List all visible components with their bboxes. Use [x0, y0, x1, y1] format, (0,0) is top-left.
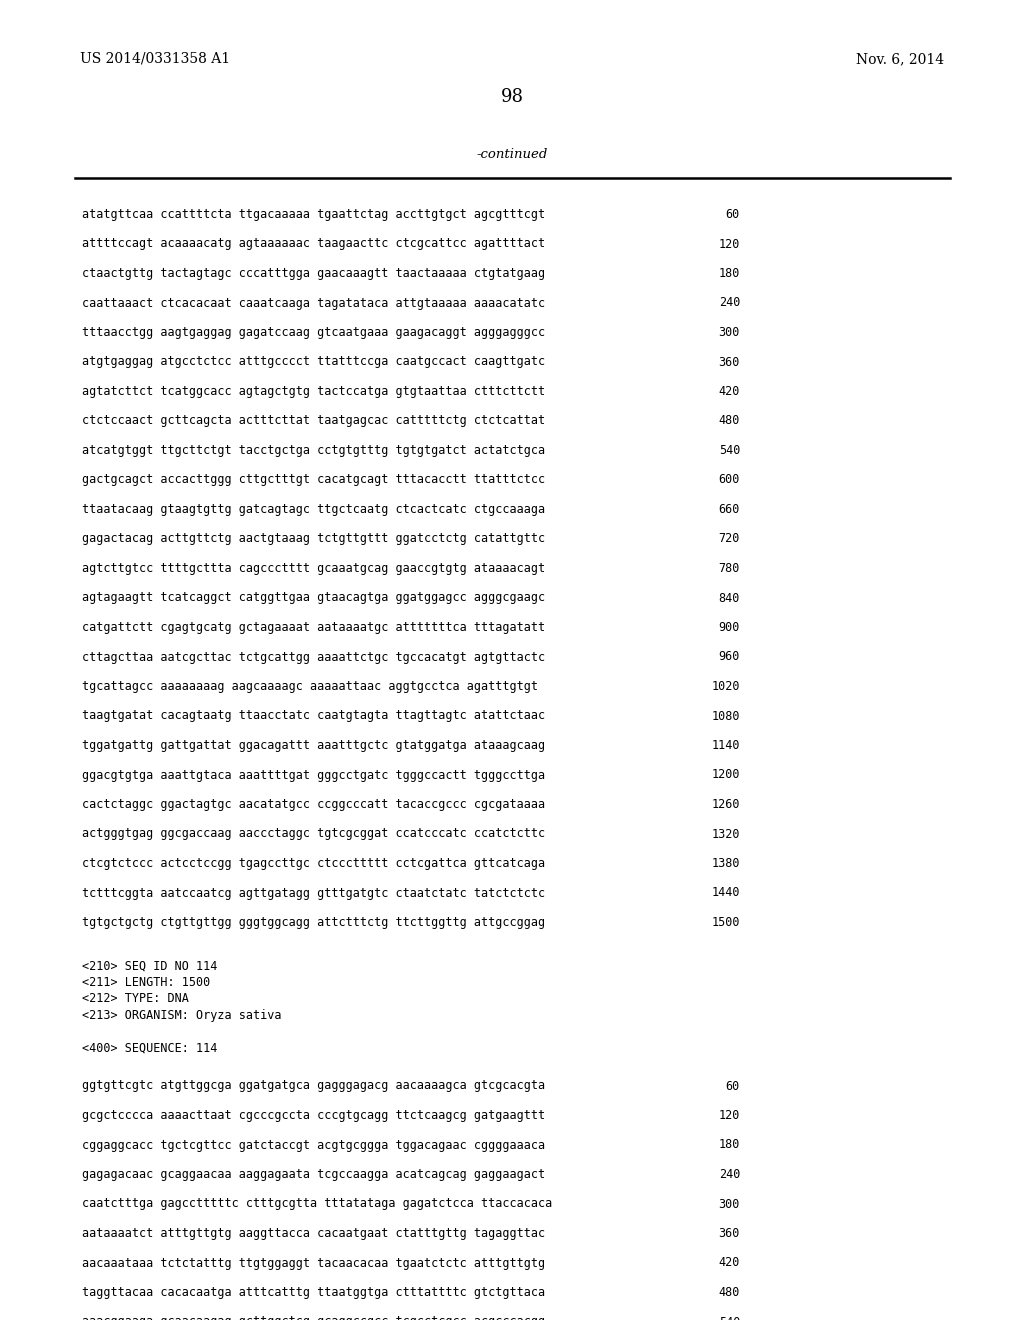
Text: agtatcttct tcatggcacc agtagctgtg tactccatga gtgtaattaa ctttcttctt: agtatcttct tcatggcacc agtagctgtg tactcca… [82, 385, 545, 399]
Text: ctctccaact gcttcagcta actttcttat taatgagcac catttttctg ctctcattat: ctctccaact gcttcagcta actttcttat taatgag… [82, 414, 545, 428]
Text: gagagacaac gcaggaacaa aaggagaata tcgccaagga acatcagcag gaggaagact: gagagacaac gcaggaacaa aaggagaata tcgccaa… [82, 1168, 545, 1181]
Text: 1140: 1140 [712, 739, 740, 752]
Text: 180: 180 [719, 1138, 740, 1151]
Text: taagtgatat cacagtaatg ttaacctatc caatgtagta ttagttagtc atattctaac: taagtgatat cacagtaatg ttaacctatc caatgta… [82, 710, 545, 722]
Text: atcatgtggt ttgcttctgt tacctgctga cctgtgtttg tgtgtgatct actatctgca: atcatgtggt ttgcttctgt tacctgctga cctgtgt… [82, 444, 545, 457]
Text: ctaactgttg tactagtagc cccatttgga gaacaaagtt taactaaaaa ctgtatgaag: ctaactgttg tactagtagc cccatttgga gaacaaa… [82, 267, 545, 280]
Text: ctcgtctccc actcctccgg tgagccttgc ctcccttttt cctcgattca gttcatcaga: ctcgtctccc actcctccgg tgagccttgc ctccctt… [82, 857, 545, 870]
Text: tgtgctgctg ctgttgttgg gggtggcagg attctttctg ttcttggttg attgccggag: tgtgctgctg ctgttgttgg gggtggcagg attcttt… [82, 916, 545, 929]
Text: <210> SEQ ID NO 114: <210> SEQ ID NO 114 [82, 960, 217, 973]
Text: 120: 120 [719, 238, 740, 251]
Text: 780: 780 [719, 562, 740, 576]
Text: 1260: 1260 [712, 799, 740, 810]
Text: -continued: -continued [476, 148, 548, 161]
Text: 540: 540 [719, 444, 740, 457]
Text: agtcttgtcc ttttgcttta cagccctttt gcaaatgcag gaaccgtgtg ataaaacagt: agtcttgtcc ttttgcttta cagccctttt gcaaatg… [82, 562, 545, 576]
Text: taggttacaa cacacaatga atttcatttg ttaatggtga ctttattttc gtctgttaca: taggttacaa cacacaatga atttcatttg ttaatgg… [82, 1286, 545, 1299]
Text: 600: 600 [719, 474, 740, 487]
Text: aataaaatct atttgttgtg aaggttacca cacaatgaat ctatttgttg tagaggttac: aataaaatct atttgttgtg aaggttacca cacaatg… [82, 1228, 545, 1239]
Text: 1380: 1380 [712, 857, 740, 870]
Text: actgggtgag ggcgaccaag aaccctaggc tgtcgcggat ccatcccatc ccatctcttc: actgggtgag ggcgaccaag aaccctaggc tgtcgcg… [82, 828, 545, 841]
Text: 1200: 1200 [712, 768, 740, 781]
Text: 1080: 1080 [712, 710, 740, 722]
Text: <211> LENGTH: 1500: <211> LENGTH: 1500 [82, 975, 210, 989]
Text: cggaggcacc tgctcgttcc gatctaccgt acgtgcggga tggacagaac cggggaaaca: cggaggcacc tgctcgttcc gatctaccgt acgtgcg… [82, 1138, 545, 1151]
Text: 420: 420 [719, 385, 740, 399]
Text: 1020: 1020 [712, 680, 740, 693]
Text: tgcattagcc aaaaaaaag aagcaaaagc aaaaattaac aggtgcctca agatttgtgt: tgcattagcc aaaaaaaag aagcaaaagc aaaaatta… [82, 680, 538, 693]
Text: cactctaggc ggactagtgc aacatatgcc ccggcccatt tacaccgccc cgcgataaaa: cactctaggc ggactagtgc aacatatgcc ccggccc… [82, 799, 545, 810]
Text: <212> TYPE: DNA: <212> TYPE: DNA [82, 993, 188, 1006]
Text: agtagaagtt tcatcaggct catggttgaa gtaacagtga ggatggagcc agggcgaagc: agtagaagtt tcatcaggct catggttgaa gtaacag… [82, 591, 545, 605]
Text: 1440: 1440 [712, 887, 740, 899]
Text: US 2014/0331358 A1: US 2014/0331358 A1 [80, 51, 230, 66]
Text: Nov. 6, 2014: Nov. 6, 2014 [856, 51, 944, 66]
Text: ggtgttcgtc atgttggcga ggatgatgca gagggagacg aacaaaagca gtcgcacgta: ggtgttcgtc atgttggcga ggatgatgca gagggag… [82, 1080, 545, 1093]
Text: 120: 120 [719, 1109, 740, 1122]
Text: 300: 300 [719, 326, 740, 339]
Text: 480: 480 [719, 1286, 740, 1299]
Text: 60: 60 [726, 1080, 740, 1093]
Text: attttccagt acaaaacatg agtaaaaaac taagaacttc ctcgcattcc agattttact: attttccagt acaaaacatg agtaaaaaac taagaac… [82, 238, 545, 251]
Text: 420: 420 [719, 1257, 740, 1270]
Text: cttagcttaa aatcgcttac tctgcattgg aaaattctgc tgccacatgt agtgttactc: cttagcttaa aatcgcttac tctgcattgg aaaattc… [82, 651, 545, 664]
Text: 900: 900 [719, 620, 740, 634]
Text: gcgctcccca aaaacttaat cgcccgccta cccgtgcagg ttctcaagcg gatgaagttt: gcgctcccca aaaacttaat cgcccgccta cccgtgc… [82, 1109, 545, 1122]
Text: 240: 240 [719, 297, 740, 309]
Text: 360: 360 [719, 1228, 740, 1239]
Text: 180: 180 [719, 267, 740, 280]
Text: <213> ORGANISM: Oryza sativa: <213> ORGANISM: Oryza sativa [82, 1008, 282, 1022]
Text: 300: 300 [719, 1197, 740, 1210]
Text: 720: 720 [719, 532, 740, 545]
Text: atatgttcaa ccattttcta ttgacaaaaa tgaattctag accttgtgct agcgtttcgt: atatgttcaa ccattttcta ttgacaaaaa tgaattc… [82, 209, 545, 220]
Text: 840: 840 [719, 591, 740, 605]
Text: tggatgattg gattgattat ggacagattt aaatttgctc gtatggatga ataaagcaag: tggatgattg gattgattat ggacagattt aaatttg… [82, 739, 545, 752]
Text: tttaacctgg aagtgaggag gagatccaag gtcaatgaaa gaagacaggt agggagggcc: tttaacctgg aagtgaggag gagatccaag gtcaatg… [82, 326, 545, 339]
Text: 60: 60 [726, 209, 740, 220]
Text: 660: 660 [719, 503, 740, 516]
Text: 960: 960 [719, 651, 740, 664]
Text: 1500: 1500 [712, 916, 740, 929]
Text: caattaaact ctcacacaat caaatcaaga tagatataca attgtaaaaa aaaacatatc: caattaaact ctcacacaat caaatcaaga tagatat… [82, 297, 545, 309]
Text: 360: 360 [719, 355, 740, 368]
Text: aaacggaaga gcaacaagag gcttggctcg gcaggccgcc tcgcctcgcc acgcccacgg: aaacggaaga gcaacaagag gcttggctcg gcaggcc… [82, 1316, 545, 1320]
Text: ttaatacaag gtaagtgttg gatcagtagc ttgctcaatg ctcactcatc ctgccaaaga: ttaatacaag gtaagtgttg gatcagtagc ttgctca… [82, 503, 545, 516]
Text: tctttcggta aatccaatcg agttgatagg gtttgatgtc ctaatctatc tatctctctc: tctttcggta aatccaatcg agttgatagg gtttgat… [82, 887, 545, 899]
Text: 98: 98 [501, 88, 523, 106]
Text: 1320: 1320 [712, 828, 740, 841]
Text: gagactacag acttgttctg aactgtaaag tctgttgttt ggatcctctg catattgttc: gagactacag acttgttctg aactgtaaag tctgttg… [82, 532, 545, 545]
Text: <400> SEQUENCE: 114: <400> SEQUENCE: 114 [82, 1041, 217, 1055]
Text: caatctttga gagcctttttc ctttgcgtta tttatataga gagatctcca ttaccacaca: caatctttga gagcctttttc ctttgcgtta tttata… [82, 1197, 552, 1210]
Text: 240: 240 [719, 1168, 740, 1181]
Text: atgtgaggag atgcctctcc atttgcccct ttatttccga caatgccact caagttgatc: atgtgaggag atgcctctcc atttgcccct ttatttc… [82, 355, 545, 368]
Text: catgattctt cgagtgcatg gctagaaaat aataaaatgc atttttttca tttagatatt: catgattctt cgagtgcatg gctagaaaat aataaaa… [82, 620, 545, 634]
Text: gactgcagct accacttggg cttgctttgt cacatgcagt tttacacctt ttatttctcc: gactgcagct accacttggg cttgctttgt cacatgc… [82, 474, 545, 487]
Text: 540: 540 [719, 1316, 740, 1320]
Text: ggacgtgtga aaattgtaca aaattttgat gggcctgatc tgggccactt tgggccttga: ggacgtgtga aaattgtaca aaattttgat gggcctg… [82, 768, 545, 781]
Text: 480: 480 [719, 414, 740, 428]
Text: aacaaataaa tctctatttg ttgtggaggt tacaacacaa tgaatctctc atttgttgtg: aacaaataaa tctctatttg ttgtggaggt tacaaca… [82, 1257, 545, 1270]
